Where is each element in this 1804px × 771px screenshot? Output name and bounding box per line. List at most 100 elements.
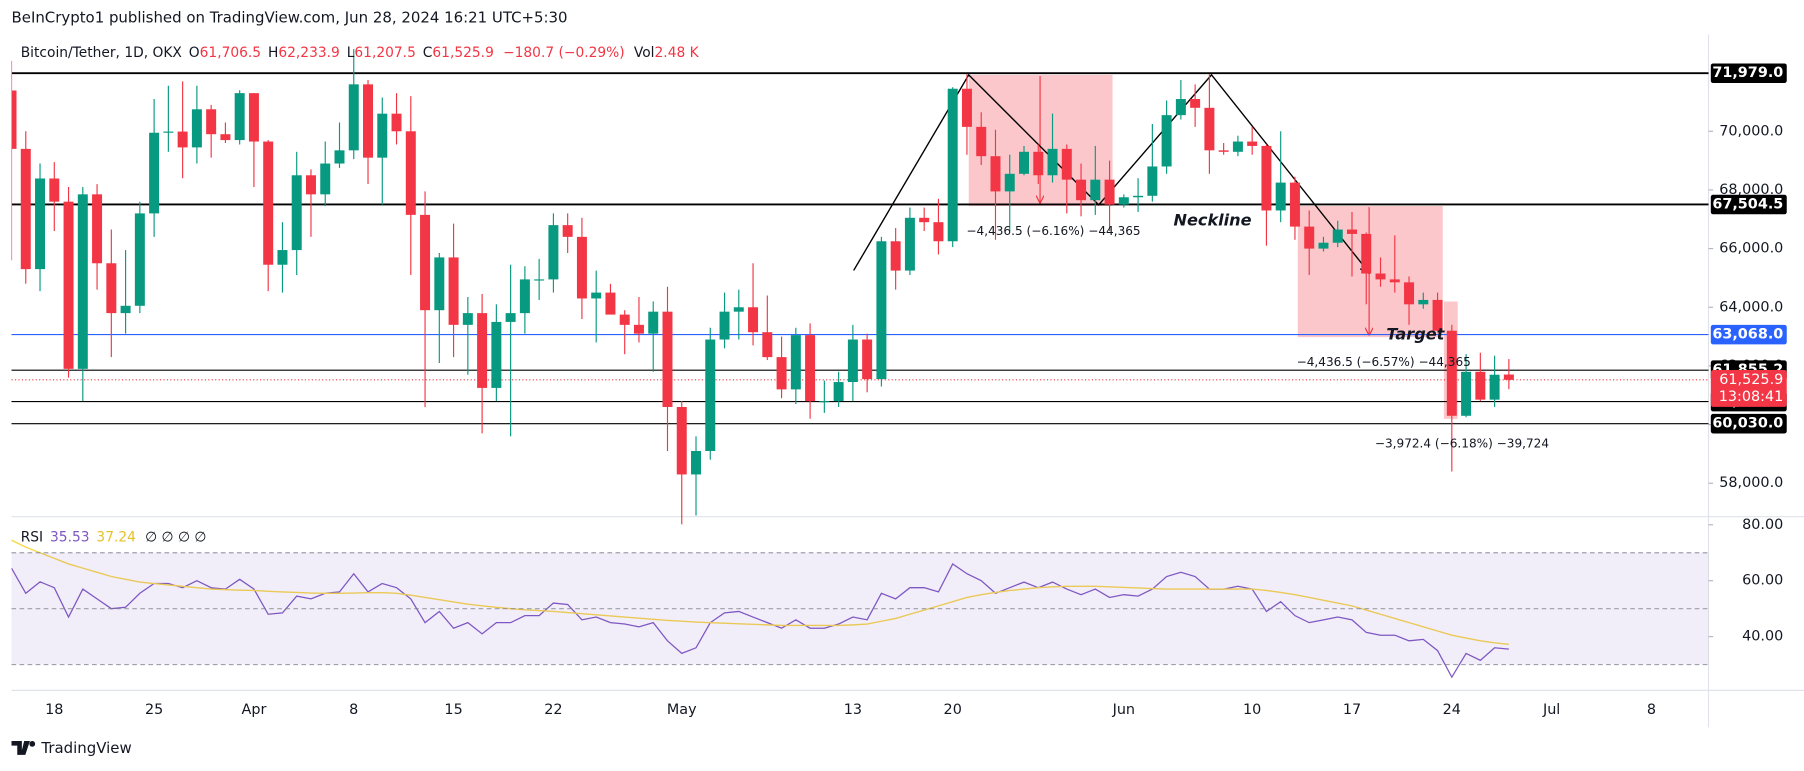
candle-body bbox=[1489, 374, 1500, 400]
candle bbox=[1503, 359, 1514, 390]
candle bbox=[919, 207, 930, 231]
candle bbox=[1432, 292, 1443, 331]
candle-body bbox=[377, 113, 388, 158]
x-tick-label: 8 bbox=[349, 702, 358, 718]
level-label: 63,068.0 bbox=[1712, 327, 1783, 343]
candle bbox=[762, 295, 773, 361]
candle bbox=[947, 87, 958, 248]
key: C bbox=[423, 45, 433, 61]
candle bbox=[1061, 144, 1072, 214]
candle-body bbox=[49, 178, 60, 202]
candle-body bbox=[420, 214, 431, 311]
candle bbox=[163, 85, 174, 152]
candle-body bbox=[92, 194, 103, 264]
key: O bbox=[189, 45, 200, 61]
candle bbox=[1318, 236, 1329, 252]
candle bbox=[790, 327, 801, 405]
candle-body bbox=[206, 109, 217, 135]
candle-body bbox=[648, 311, 659, 334]
level-label: 67,504.5 bbox=[1712, 196, 1783, 212]
rsi-ma-line bbox=[11, 539, 1509, 646]
key: H bbox=[268, 45, 278, 61]
candle bbox=[505, 264, 516, 437]
candle-body bbox=[434, 257, 445, 311]
candle bbox=[1275, 131, 1286, 223]
candle-body bbox=[562, 225, 573, 237]
symbol: Bitcoin/Tether, 1D, OKX bbox=[21, 45, 183, 61]
candle bbox=[20, 131, 31, 284]
last-price-label: 61,525.9 bbox=[1719, 372, 1783, 388]
rsi-line bbox=[11, 563, 1509, 679]
candle-body bbox=[120, 305, 131, 314]
candle bbox=[976, 112, 987, 166]
candle-body bbox=[20, 148, 31, 270]
candle bbox=[1347, 211, 1357, 277]
candle-body bbox=[1461, 371, 1472, 416]
last-price-box bbox=[1710, 370, 1787, 407]
candle-body bbox=[819, 401, 830, 403]
candle-body bbox=[1389, 279, 1400, 283]
candle bbox=[434, 252, 445, 363]
level-label-box bbox=[1710, 194, 1787, 215]
footer: TradingView bbox=[40, 739, 131, 757]
candle bbox=[1404, 276, 1415, 325]
candle bbox=[1090, 145, 1101, 215]
y-tick-label: 80.00 bbox=[1742, 517, 1783, 533]
candle bbox=[77, 187, 88, 402]
candle bbox=[149, 99, 160, 237]
candle-body bbox=[933, 222, 944, 242]
candle bbox=[961, 74, 972, 155]
candle-body bbox=[248, 93, 259, 142]
candle-body bbox=[904, 217, 915, 271]
candle bbox=[1161, 100, 1172, 174]
candle-body bbox=[391, 113, 402, 132]
countdown-label: 13:08:41 bbox=[1719, 389, 1784, 405]
candle-body bbox=[833, 382, 844, 402]
candle-body bbox=[305, 175, 316, 195]
candle bbox=[92, 184, 103, 290]
candle bbox=[1247, 126, 1258, 155]
candle-body bbox=[405, 131, 416, 215]
candle-body bbox=[1318, 242, 1329, 249]
candle-body bbox=[633, 324, 644, 334]
candle bbox=[448, 223, 459, 358]
measure-label: −4,436.5 (−6.16%) −44,365 bbox=[966, 224, 1140, 238]
candle-body bbox=[1232, 141, 1243, 152]
candle-body bbox=[234, 93, 245, 141]
candle-body bbox=[1019, 151, 1029, 174]
candle bbox=[1047, 113, 1058, 183]
candle-body bbox=[505, 313, 516, 322]
candle bbox=[591, 270, 602, 343]
candle-body bbox=[63, 201, 74, 369]
candle-body bbox=[1361, 233, 1372, 274]
candle bbox=[49, 162, 60, 231]
x-tick-label: 10 bbox=[1243, 702, 1261, 718]
candle-body bbox=[277, 250, 288, 265]
y-tick-label: 68,000.0 bbox=[1719, 182, 1783, 198]
candle-body bbox=[576, 236, 587, 299]
candle bbox=[534, 258, 545, 300]
candle bbox=[748, 263, 759, 346]
candle bbox=[1332, 220, 1343, 248]
candle bbox=[719, 292, 730, 349]
candle-body bbox=[719, 311, 730, 340]
candle-body bbox=[191, 109, 202, 148]
candle-body bbox=[1104, 179, 1115, 205]
candle-body bbox=[1090, 179, 1101, 201]
candle-body bbox=[534, 279, 545, 281]
candle bbox=[348, 49, 359, 160]
candle-body bbox=[1147, 166, 1158, 196]
x-tick-label: 15 bbox=[444, 702, 462, 718]
x-tick-label: 24 bbox=[1443, 702, 1461, 718]
candle bbox=[576, 217, 587, 319]
candle-body bbox=[363, 84, 374, 158]
key: L bbox=[347, 45, 355, 61]
candle bbox=[263, 140, 274, 292]
candle-body bbox=[776, 357, 787, 390]
candle bbox=[1389, 235, 1400, 293]
candle bbox=[177, 81, 188, 179]
candle bbox=[805, 323, 816, 419]
candle bbox=[904, 207, 915, 275]
rsi-title: RSI bbox=[21, 529, 43, 545]
